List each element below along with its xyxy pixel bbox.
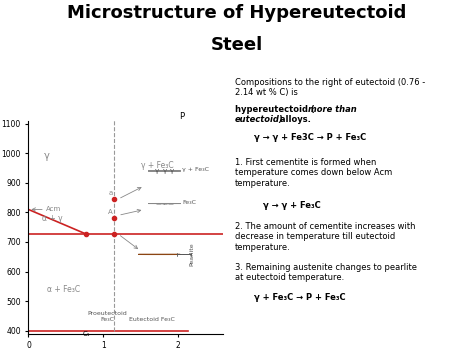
Text: α + γ: α + γ bbox=[42, 214, 63, 223]
Text: P: P bbox=[180, 111, 184, 121]
Text: γ → γ + Fe3C → P + Fe₃C: γ → γ + Fe3C → P + Fe₃C bbox=[254, 133, 366, 142]
Text: alloys.: alloys. bbox=[277, 115, 311, 124]
Text: a: a bbox=[109, 190, 113, 196]
Text: Proeutectoid
Fe₃C: Proeutectoid Fe₃C bbox=[87, 311, 127, 322]
Text: C₁: C₁ bbox=[82, 331, 90, 337]
Text: more than: more than bbox=[308, 105, 357, 114]
Text: eutectoid): eutectoid) bbox=[235, 115, 283, 124]
Text: γ + Fe₃C: γ + Fe₃C bbox=[182, 167, 210, 172]
Text: 3. Remaining austenite changes to pearlite
at eutectoid temperature.: 3. Remaining austenite changes to pearli… bbox=[235, 263, 417, 282]
Text: 2. The amount of cementite increases with
decrease in temperature till eutectoid: 2. The amount of cementite increases wit… bbox=[235, 222, 415, 252]
Text: A: A bbox=[109, 209, 113, 215]
Text: γ → γ + Fe₃C: γ → γ + Fe₃C bbox=[263, 201, 321, 209]
Text: Steel: Steel bbox=[211, 36, 263, 54]
Text: 1. First cementite is formed when
temperature comes down below Acm
temperature.: 1. First cementite is formed when temper… bbox=[235, 158, 392, 188]
Text: Eutectoid Fe₃C: Eutectoid Fe₃C bbox=[129, 317, 175, 322]
Text: γ: γ bbox=[44, 151, 50, 161]
Text: α + Fe₃C: α + Fe₃C bbox=[47, 285, 80, 294]
Text: γ + Fe₃C: γ + Fe₃C bbox=[141, 161, 173, 170]
Text: Acm: Acm bbox=[46, 207, 61, 212]
Text: γ: γ bbox=[163, 168, 166, 174]
Text: γ + Fe₃C → P + Fe₃C: γ + Fe₃C → P + Fe₃C bbox=[254, 293, 345, 302]
Text: Compositions to the right of eutectoid (0.76 -
2.14 wt % C) is: Compositions to the right of eutectoid (… bbox=[235, 78, 425, 98]
Text: Microstructure of Hypereutectoid: Microstructure of Hypereutectoid bbox=[67, 4, 407, 22]
Text: hypereutectoid (: hypereutectoid ( bbox=[235, 105, 314, 114]
Text: Fe₃C: Fe₃C bbox=[182, 200, 196, 204]
Text: γ: γ bbox=[155, 168, 159, 174]
Text: Pearlite: Pearlite bbox=[189, 242, 194, 266]
Text: γ: γ bbox=[170, 168, 174, 174]
